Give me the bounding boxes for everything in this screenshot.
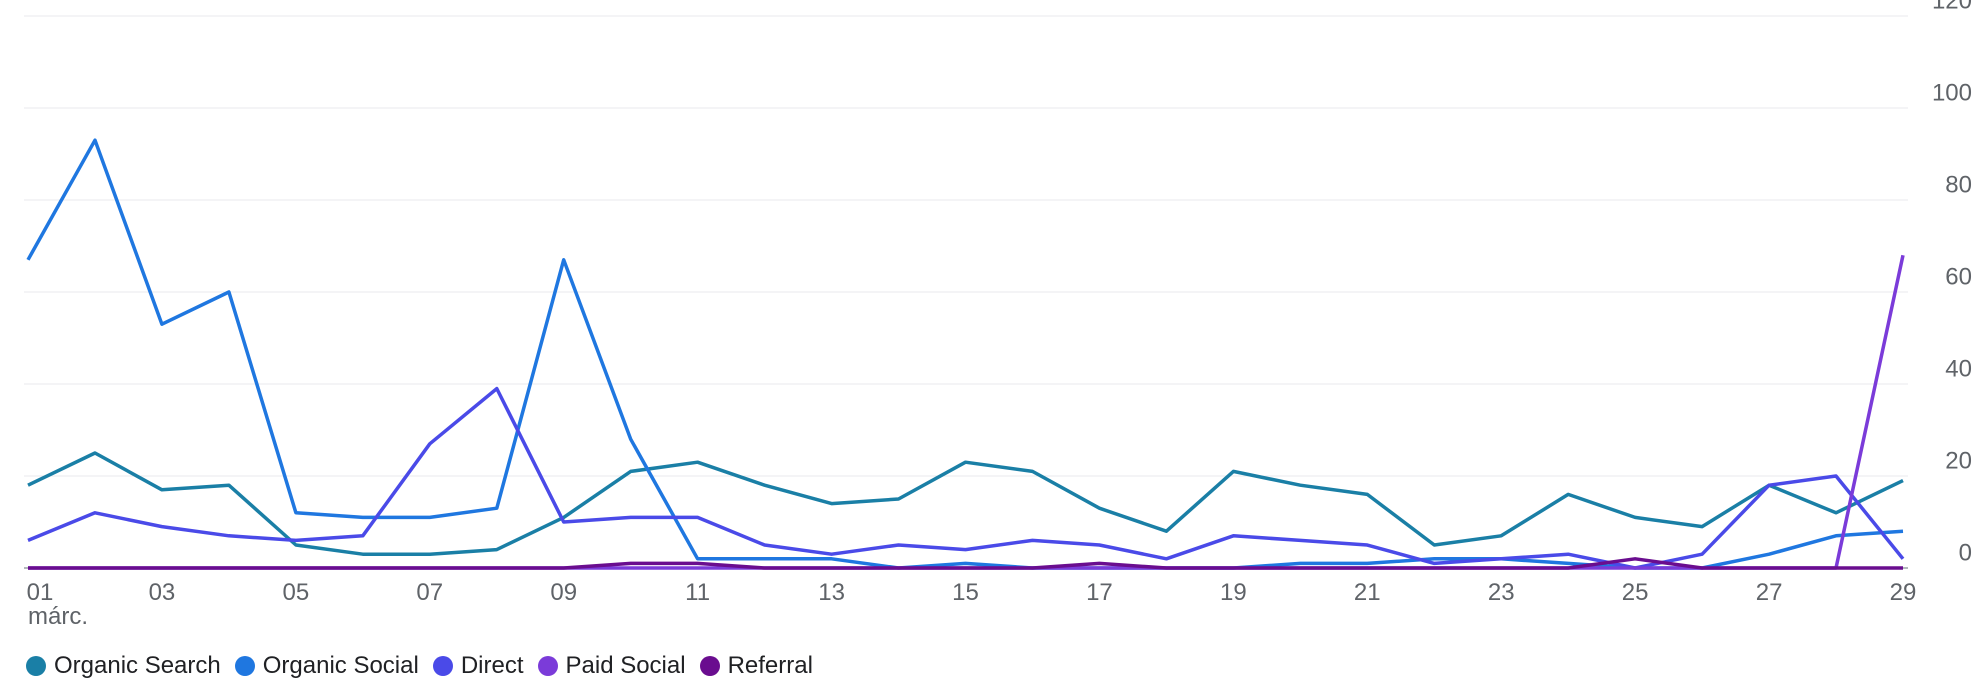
x-tick-label: 17 (1086, 579, 1113, 606)
y-tick-label: 120 (1932, 0, 1972, 14)
x-tick-label: 27 (1756, 579, 1783, 606)
series-line-direct (27, 386, 1905, 570)
x-tick-label: 15 (952, 579, 979, 606)
legend-label: Referral (727, 652, 813, 679)
legend-dot-icon (699, 656, 720, 676)
series-lines (26, 138, 1905, 570)
legend-item[interactable]: Organic Social (234, 652, 419, 680)
chart-legend: Organic Search Organic Social Direct Paid S… (26, 652, 827, 680)
x-month-label: márc. (28, 603, 88, 630)
series-line-organic-search (27, 451, 1904, 556)
gridlines (24, 15, 1908, 569)
y-tick-label: 60 (1945, 263, 1972, 290)
x-tick-label: 29 (1890, 579, 1917, 606)
x-tick-label: 03 (149, 579, 176, 606)
x-tick-label: 19 (1220, 579, 1247, 606)
legend-dot-icon (432, 656, 453, 676)
y-axis-ticks: 0 20 40 60 80 100 120 (1932, 0, 1972, 566)
line-chart: 0 20 40 60 80 100 120 01 03 05 07 09 11 13 15 17 19 21 23… (24, 0, 1972, 630)
legend-label: Organic Social (262, 652, 419, 679)
legend-item[interactable]: Referral (699, 652, 813, 680)
x-axis-ticks: 01 03 05 07 09 11 13 15 17 19 21 23 25 27 29 márc. (27, 579, 1917, 630)
y-tick-label: 20 (1945, 447, 1972, 474)
x-tick-label: 07 (416, 579, 443, 606)
x-tick-label: 11 (685, 579, 710, 606)
x-tick-label: 23 (1488, 579, 1515, 606)
x-tick-label: 13 (818, 579, 845, 606)
x-tick-label: 25 (1622, 579, 1649, 606)
x-tick-label: 01 (27, 579, 54, 606)
series-line-organic-social (26, 138, 1904, 570)
legend-label: Paid Social (565, 652, 686, 679)
legend-dot-icon (537, 656, 558, 676)
legend-dot-icon (234, 656, 255, 676)
x-tick-label: 05 (283, 579, 310, 606)
series-line-referral (28, 557, 1903, 570)
legend-label: Direct (460, 652, 524, 679)
legend-label: Organic Search (54, 652, 221, 679)
x-tick-label: 21 (1354, 579, 1381, 606)
y-tick-label: 80 (1945, 171, 1972, 198)
y-tick-label: 100 (1932, 79, 1972, 106)
y-tick-label: 0 (1959, 539, 1972, 566)
series-line-paid-social (28, 254, 1905, 570)
x-tick-label: 09 (550, 579, 577, 606)
legend-item[interactable]: Direct (432, 652, 524, 680)
y-tick-label: 40 (1945, 355, 1972, 382)
legend-item[interactable]: Organic Search (26, 652, 221, 680)
legend-item[interactable]: Paid Social (537, 652, 686, 680)
legend-dot-icon (26, 656, 46, 676)
